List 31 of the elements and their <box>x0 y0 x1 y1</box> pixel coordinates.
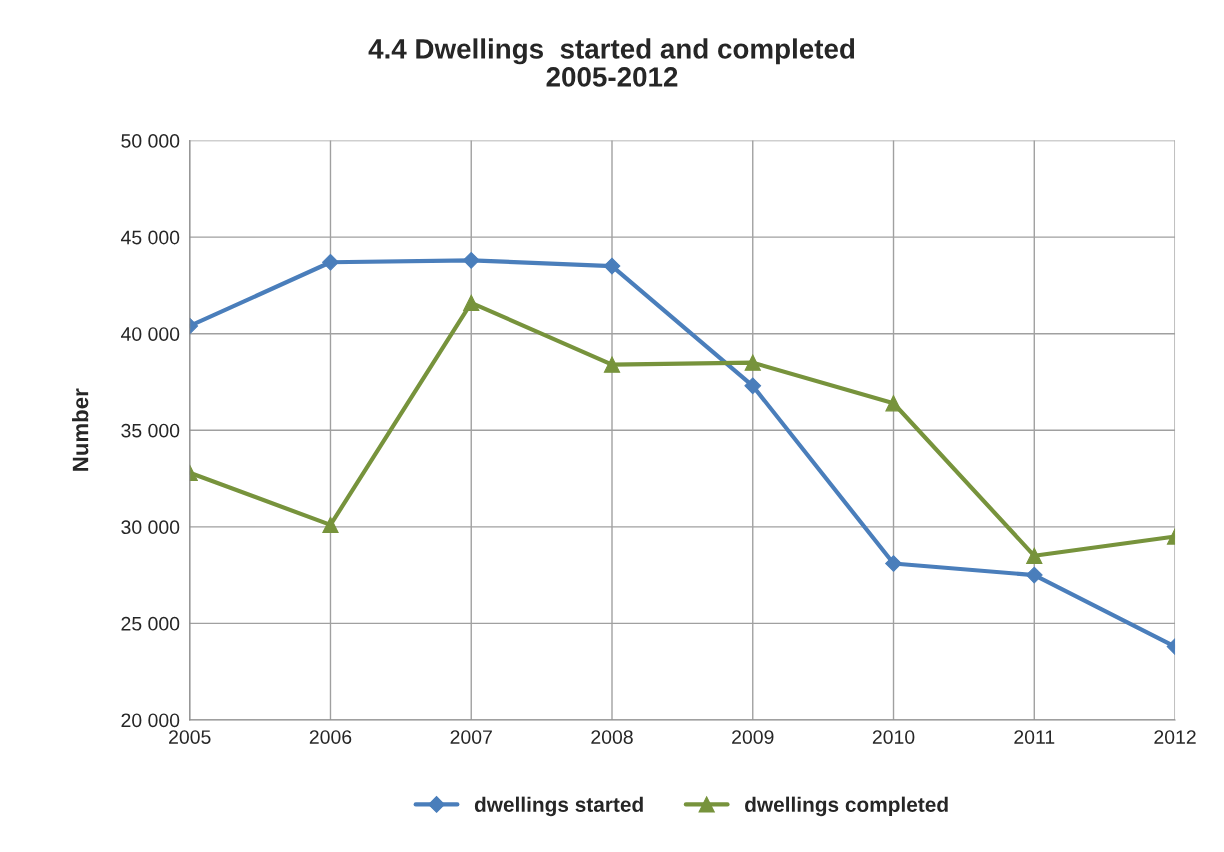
point <box>744 377 762 395</box>
point <box>603 257 621 275</box>
y-tick-label: 20 000 <box>121 713 180 728</box>
point <box>885 395 902 412</box>
x-tick-label: 2011 <box>1014 730 1055 744</box>
y-tick-label: 45 000 <box>120 230 180 245</box>
point <box>744 354 761 371</box>
legend-label: dwellings completed <box>745 796 948 817</box>
point <box>322 516 339 534</box>
x-tick-label: 2006 <box>309 730 352 744</box>
legend-label: dwellings started <box>474 796 643 817</box>
point <box>322 253 339 271</box>
point <box>462 251 480 269</box>
y-tick-label: 50 000 <box>121 134 180 148</box>
y-axis-title: Number <box>72 388 89 471</box>
y-tick-label: 40 000 <box>120 327 180 341</box>
point <box>885 555 902 572</box>
point <box>603 356 621 373</box>
x-tick-label: 2008 <box>591 730 633 744</box>
y-tick-label: 25 000 <box>121 616 180 631</box>
x-tick-label: 2007 <box>450 730 492 744</box>
x-tick-label: 2005 <box>169 730 211 744</box>
y-tick-label: 30 000 <box>121 520 180 535</box>
x-tick-label: 2010 <box>872 730 915 744</box>
y-tick-label: 35 000 <box>121 423 180 438</box>
chart-title: 4.4 Dwellings started and completed 2005-2012 <box>368 38 855 87</box>
x-tick-label: 2012 <box>1154 730 1196 744</box>
point <box>1025 566 1043 584</box>
point <box>1026 547 1043 564</box>
point <box>463 294 480 311</box>
x-tick-label: 2009 <box>732 730 774 744</box>
